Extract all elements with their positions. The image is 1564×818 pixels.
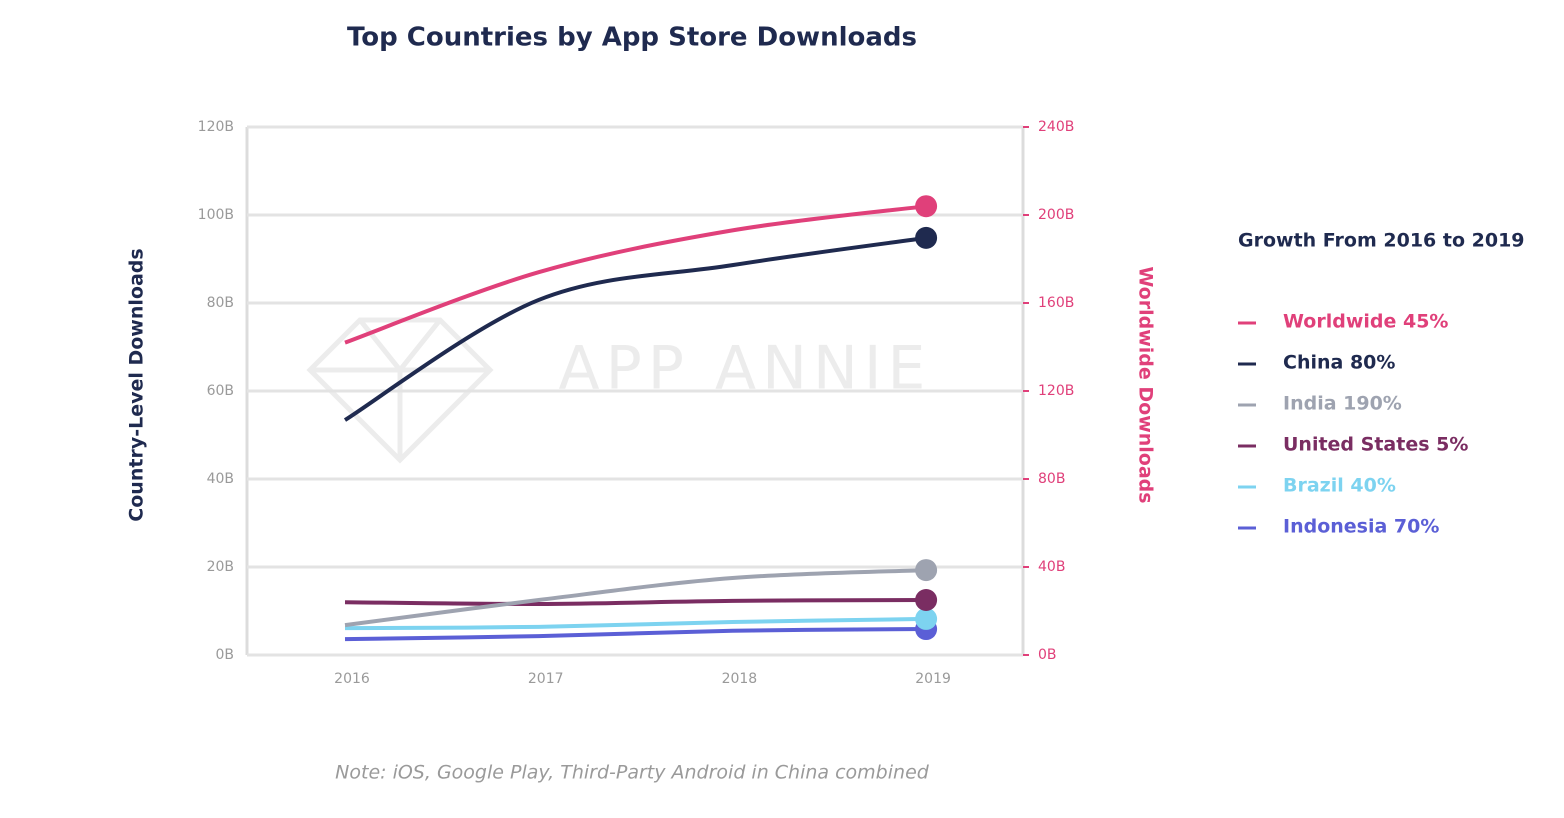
y2-tick-label: 240B: [1038, 119, 1074, 135]
y-tick-label: 0B: [215, 647, 234, 663]
y-tick-label: 80B: [207, 295, 234, 311]
y-tick-label: 60B: [207, 383, 234, 399]
y-tick-label: 120B: [198, 119, 234, 135]
note: Note: iOS, Google Play, Third-Party Andr…: [335, 762, 930, 784]
y2-tick-label: 120B: [1038, 383, 1074, 399]
legend-label: Indonesia 70%: [1283, 516, 1439, 538]
end-marker: [915, 589, 938, 611]
legend-label: China 80%: [1283, 352, 1395, 374]
x-tick-label: 2019: [915, 671, 951, 687]
y2-tick-label: 0B: [1038, 647, 1057, 663]
y2-tick-label: 160B: [1038, 295, 1074, 311]
y-tick-label: 20B: [207, 559, 234, 575]
legend-label: India 190%: [1283, 393, 1402, 415]
y-tick-label: 100B: [198, 207, 234, 223]
series-line: [343, 235, 927, 422]
end-marker: [915, 559, 938, 582]
end-marker: [915, 226, 938, 249]
legend-label: Brazil 40%: [1283, 475, 1396, 497]
y-axis-title: Country-Level Downloads: [126, 248, 148, 521]
legend-label: United States 5%: [1283, 434, 1468, 456]
series-line: [344, 616, 927, 631]
legend-title: Growth From 2016 to 2019: [1238, 230, 1525, 252]
y-tick-label: 40B: [207, 471, 234, 487]
x-tick-label: 2016: [334, 671, 370, 687]
y2-tick-label: 40B: [1038, 559, 1065, 575]
y2-tick-label: 80B: [1038, 471, 1065, 487]
legend-label: Worldwide 45%: [1283, 311, 1448, 333]
y2-tick-label: 200B: [1038, 207, 1074, 223]
chart-title: Top Countries by App Store Downloads: [347, 23, 917, 53]
end-marker: [915, 195, 938, 218]
series-line: [344, 627, 927, 642]
watermark: APP ANNIE: [559, 334, 932, 404]
series-line: [344, 568, 927, 628]
y2-axis-title: Worldwide Downloads: [1135, 266, 1157, 503]
x-tick-label: 2018: [722, 671, 758, 687]
end-marker: [915, 607, 938, 630]
watermark-logo: [306, 317, 494, 464]
series-line: [344, 204, 927, 345]
x-tick-label: 2017: [528, 671, 564, 687]
series-line: [344, 598, 927, 606]
